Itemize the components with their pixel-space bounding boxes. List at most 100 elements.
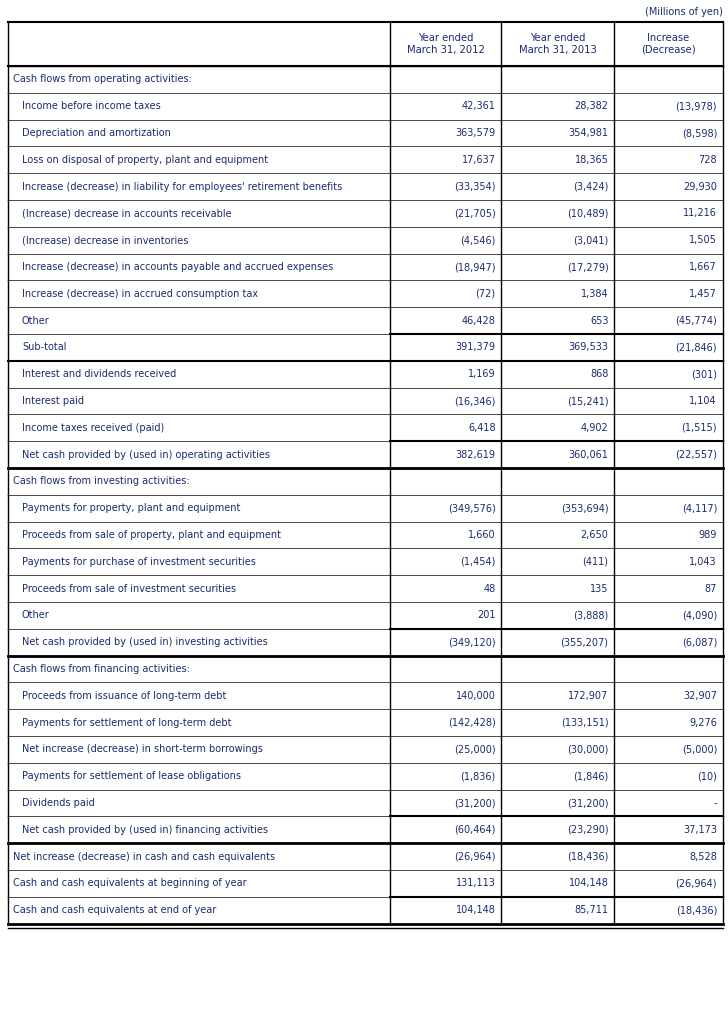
Text: (31,200): (31,200) xyxy=(454,798,496,808)
Text: Other: Other xyxy=(22,610,50,620)
Text: Cash and cash equivalents at end of year: Cash and cash equivalents at end of year xyxy=(13,905,216,915)
Text: (60,464): (60,464) xyxy=(454,825,496,834)
Text: 8,528: 8,528 xyxy=(689,852,717,861)
Text: Interest and dividends received: Interest and dividends received xyxy=(22,369,176,379)
Text: (21,846): (21,846) xyxy=(676,342,717,353)
Text: Cash and cash equivalents at beginning of year: Cash and cash equivalents at beginning o… xyxy=(13,879,247,888)
Text: (31,200): (31,200) xyxy=(567,798,609,808)
Text: Other: Other xyxy=(22,315,50,326)
Text: (13,978): (13,978) xyxy=(676,101,717,112)
Text: (Millions of yen): (Millions of yen) xyxy=(644,7,722,17)
Text: Payments for settlement of long-term debt: Payments for settlement of long-term deb… xyxy=(22,718,232,728)
Text: (301): (301) xyxy=(691,369,717,379)
Text: Increase (decrease) in liability for employees' retirement benefits: Increase (decrease) in liability for emp… xyxy=(22,182,342,191)
Text: (16,346): (16,346) xyxy=(454,396,496,406)
Text: (45,774): (45,774) xyxy=(676,315,717,326)
Text: Sub-total: Sub-total xyxy=(22,342,66,353)
Text: 391,379: 391,379 xyxy=(456,342,496,353)
Text: Loss on disposal of property, plant and equipment: Loss on disposal of property, plant and … xyxy=(22,155,268,164)
Text: Increase
(Decrease): Increase (Decrease) xyxy=(641,33,695,55)
Text: Interest paid: Interest paid xyxy=(22,396,84,406)
Text: Cash flows from financing activities:: Cash flows from financing activities: xyxy=(13,664,190,674)
Text: (21,705): (21,705) xyxy=(454,209,496,218)
Text: 104,148: 104,148 xyxy=(456,905,496,915)
Text: 29,930: 29,930 xyxy=(683,182,717,191)
Text: (3,424): (3,424) xyxy=(573,182,609,191)
Text: Payments for property, plant and equipment: Payments for property, plant and equipme… xyxy=(22,504,240,513)
Text: -: - xyxy=(713,798,717,808)
Text: 4,902: 4,902 xyxy=(581,423,609,433)
Text: (355,207): (355,207) xyxy=(561,637,609,647)
Text: 1,660: 1,660 xyxy=(468,530,496,540)
Text: (3,888): (3,888) xyxy=(573,610,609,620)
Text: Net increase (decrease) in short-term borrowings: Net increase (decrease) in short-term bo… xyxy=(22,744,263,755)
Text: (30,000): (30,000) xyxy=(567,744,609,755)
Text: 2,650: 2,650 xyxy=(580,530,609,540)
Text: Proceeds from sale of property, plant and equipment: Proceeds from sale of property, plant an… xyxy=(22,530,281,540)
Text: 868: 868 xyxy=(590,369,609,379)
Text: (6,087): (6,087) xyxy=(681,637,717,647)
Text: Net increase (decrease) in cash and cash equivalents: Net increase (decrease) in cash and cash… xyxy=(13,852,275,861)
Text: 363,579: 363,579 xyxy=(456,128,496,138)
Text: (22,557): (22,557) xyxy=(675,450,717,459)
Text: (Increase) decrease in inventories: (Increase) decrease in inventories xyxy=(22,235,189,245)
Text: Cash flows from investing activities:: Cash flows from investing activities: xyxy=(13,477,189,486)
Text: (4,090): (4,090) xyxy=(681,610,717,620)
Text: 140,000: 140,000 xyxy=(456,691,496,701)
Text: (18,436): (18,436) xyxy=(676,905,717,915)
Text: 6,418: 6,418 xyxy=(468,423,496,433)
Text: 172,907: 172,907 xyxy=(568,691,609,701)
Text: (5,000): (5,000) xyxy=(681,744,717,755)
Text: 104,148: 104,148 xyxy=(569,879,609,888)
Text: Net cash provided by (used in) investing activities: Net cash provided by (used in) investing… xyxy=(22,637,268,647)
Text: 28,382: 28,382 xyxy=(574,101,609,112)
Text: (26,964): (26,964) xyxy=(454,852,496,861)
Text: 354,981: 354,981 xyxy=(569,128,609,138)
Text: 369,533: 369,533 xyxy=(569,342,609,353)
Text: Increase (decrease) in accrued consumption tax: Increase (decrease) in accrued consumpti… xyxy=(22,288,258,299)
Text: 1,505: 1,505 xyxy=(689,235,717,245)
Text: 37,173: 37,173 xyxy=(683,825,717,834)
Text: 87: 87 xyxy=(705,583,717,594)
Text: Payments for purchase of investment securities: Payments for purchase of investment secu… xyxy=(22,556,256,567)
Text: 32,907: 32,907 xyxy=(683,691,717,701)
Text: (23,290): (23,290) xyxy=(567,825,609,834)
Text: (1,846): (1,846) xyxy=(573,771,609,782)
Text: (349,576): (349,576) xyxy=(448,504,496,513)
Text: Income taxes received (paid): Income taxes received (paid) xyxy=(22,423,165,433)
Text: (1,515): (1,515) xyxy=(681,423,717,433)
Text: (4,117): (4,117) xyxy=(681,504,717,513)
Text: 42,361: 42,361 xyxy=(462,101,496,112)
Text: 1,384: 1,384 xyxy=(581,288,609,299)
Text: (15,241): (15,241) xyxy=(567,396,609,406)
Text: (72): (72) xyxy=(475,288,496,299)
Text: (133,151): (133,151) xyxy=(561,718,609,728)
Text: 11,216: 11,216 xyxy=(683,209,717,218)
Text: (4,546): (4,546) xyxy=(460,235,496,245)
Text: Net cash provided by (used in) operating activities: Net cash provided by (used in) operating… xyxy=(22,450,270,459)
Text: 1,457: 1,457 xyxy=(689,288,717,299)
Text: Net cash provided by (used in) financing activities: Net cash provided by (used in) financing… xyxy=(22,825,268,834)
Text: (26,964): (26,964) xyxy=(676,879,717,888)
Text: (10,489): (10,489) xyxy=(567,209,609,218)
Text: Proceeds from sale of investment securities: Proceeds from sale of investment securit… xyxy=(22,583,236,594)
Text: 46,428: 46,428 xyxy=(462,315,496,326)
Text: (25,000): (25,000) xyxy=(454,744,496,755)
Text: 85,711: 85,711 xyxy=(574,905,609,915)
Text: (3,041): (3,041) xyxy=(573,235,609,245)
Text: 135: 135 xyxy=(590,583,609,594)
Text: Income before income taxes: Income before income taxes xyxy=(22,101,161,112)
Text: 1,667: 1,667 xyxy=(689,262,717,272)
Text: 1,043: 1,043 xyxy=(689,556,717,567)
Text: 201: 201 xyxy=(477,610,496,620)
Text: 1,104: 1,104 xyxy=(689,396,717,406)
Text: 18,365: 18,365 xyxy=(574,155,609,164)
Text: (142,428): (142,428) xyxy=(448,718,496,728)
Text: (17,279): (17,279) xyxy=(566,262,609,272)
Text: 653: 653 xyxy=(590,315,609,326)
Text: Increase (decrease) in accounts payable and accrued expenses: Increase (decrease) in accounts payable … xyxy=(22,262,333,272)
Text: (349,120): (349,120) xyxy=(448,637,496,647)
Text: Cash flows from operating activities:: Cash flows from operating activities: xyxy=(13,74,192,85)
Text: (18,947): (18,947) xyxy=(454,262,496,272)
Text: 989: 989 xyxy=(699,530,717,540)
